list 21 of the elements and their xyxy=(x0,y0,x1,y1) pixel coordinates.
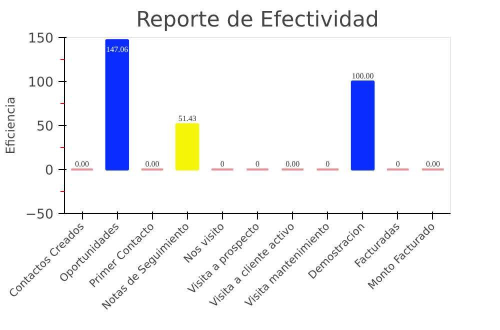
data-label: 0 xyxy=(326,160,330,168)
data-label: 0.00 xyxy=(75,160,90,168)
data-label: 0.00 xyxy=(286,160,300,168)
data-label: 51.43 xyxy=(178,114,196,124)
data-label: 100.00 xyxy=(352,72,374,80)
bar xyxy=(105,39,130,170)
y-tick-label: 100 xyxy=(28,76,54,90)
data-label: 0 xyxy=(256,160,260,168)
data-label: 0.00 xyxy=(145,160,160,168)
data-label: 0 xyxy=(220,160,224,168)
chart-title: Reporte de Efectividad xyxy=(136,8,379,32)
bar xyxy=(350,80,375,170)
y-tick-label: 50 xyxy=(36,120,54,134)
data-label: 0 xyxy=(396,160,400,168)
y-tick-label: 150 xyxy=(28,32,54,46)
y-axis-title: Eficiencia xyxy=(3,96,18,154)
bar xyxy=(175,123,200,170)
data-label: 0.00 xyxy=(426,160,440,168)
y-tick-label: −50 xyxy=(25,208,54,222)
data-label: 147.06 xyxy=(106,45,128,54)
y-tick-label: 0 xyxy=(45,164,54,178)
